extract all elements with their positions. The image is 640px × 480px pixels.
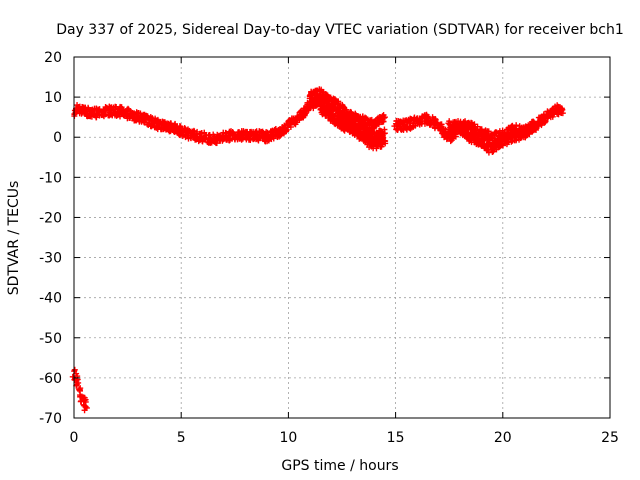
data-point [116, 113, 123, 120]
y-tick-label: -60 [39, 371, 62, 387]
data-point [330, 113, 337, 120]
y-tick-labels: -70 -60 -50 -40 -30 -20 -10 0 10 20 [39, 50, 62, 427]
x-tick-label: 15 [387, 430, 405, 446]
chart-title: Day 337 of 2025, Sidereal Day-to-day VTE… [56, 22, 624, 38]
data-point [373, 145, 380, 152]
plot-frame [73, 56, 611, 419]
x-tick-label: 20 [494, 430, 512, 446]
data-point [82, 398, 89, 405]
data-point [83, 404, 90, 411]
y-tick-label: -20 [39, 210, 62, 226]
data-point [166, 121, 173, 128]
y-tick-label: 10 [44, 90, 62, 106]
x-tick-label: 5 [177, 430, 186, 446]
data-point [76, 386, 83, 393]
data-point [349, 121, 356, 128]
data-point [460, 119, 467, 126]
data-point [381, 114, 388, 121]
data-point [381, 130, 388, 137]
data-point [75, 379, 82, 386]
x-tick-label: 10 [279, 430, 297, 446]
x-tick-label: 25 [601, 430, 619, 446]
data-point [277, 131, 284, 138]
x-axis-label: GPS time / hours [281, 458, 398, 474]
data-point [283, 127, 290, 134]
x-tick-label: 0 [70, 430, 79, 446]
axis-ticks [73, 56, 611, 419]
data-point [478, 126, 485, 133]
data-point [343, 125, 350, 132]
data-point [531, 122, 538, 129]
data-point [364, 124, 371, 131]
data-point [317, 103, 324, 110]
x-tick-labels: 0 5 10 15 20 25 [70, 430, 619, 446]
y-tick-label: -30 [39, 251, 62, 267]
data-points [69, 86, 566, 414]
data-point [381, 138, 388, 145]
data-point [370, 118, 377, 125]
data-point [379, 134, 386, 141]
y-tick-label: -40 [39, 291, 62, 307]
y-tick-label: 0 [53, 130, 62, 146]
data-point [329, 111, 336, 118]
data-point [559, 110, 566, 117]
y-tick-label: 20 [44, 50, 62, 66]
y-tick-label: -10 [39, 170, 62, 186]
data-point [310, 105, 317, 112]
y-axis-label: SDTVAR / TECUs [6, 181, 22, 296]
y-tick-label: -50 [39, 331, 62, 347]
y-tick-label: -70 [39, 411, 62, 427]
